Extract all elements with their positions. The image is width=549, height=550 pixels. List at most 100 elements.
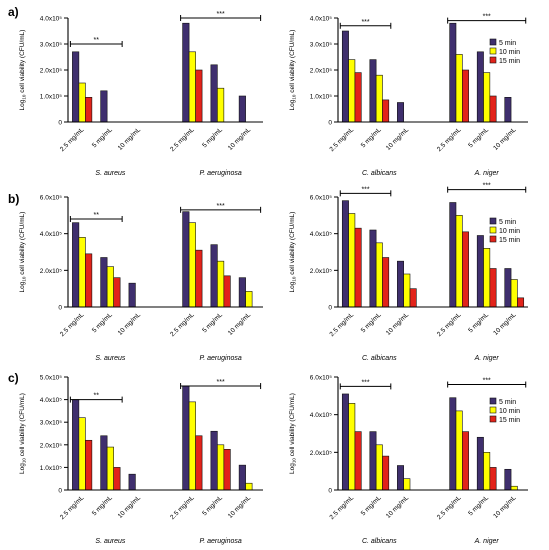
group-label: A. niger xyxy=(474,355,500,362)
bar xyxy=(72,222,80,308)
bar xyxy=(182,211,190,308)
legend-swatch xyxy=(489,217,497,225)
bar xyxy=(483,248,491,308)
bar xyxy=(223,275,231,308)
bar xyxy=(85,97,93,123)
legend-swatch xyxy=(489,226,497,234)
bar xyxy=(375,74,383,123)
bar xyxy=(476,51,484,123)
legend-swatch xyxy=(489,38,497,46)
y-axis-label: Log10 cell viability (CFU/mL) xyxy=(19,393,27,474)
bar xyxy=(382,99,390,123)
bar xyxy=(504,97,512,123)
bar xyxy=(195,435,203,491)
bar xyxy=(369,431,377,491)
bar xyxy=(489,467,497,491)
bar xyxy=(397,465,404,491)
bar xyxy=(188,222,196,308)
legend-label: 10 min xyxy=(499,228,520,235)
bar xyxy=(85,253,93,308)
panel-label: c) xyxy=(8,371,19,385)
group-label: A. niger xyxy=(474,170,500,177)
bar xyxy=(182,385,190,491)
y-tick-label: 4.0x10⁵ xyxy=(40,16,63,23)
y-tick-label: 2.0x10⁵ xyxy=(310,68,333,75)
group-label: P. aeruginosa xyxy=(199,355,241,362)
significance-label: *** xyxy=(361,19,369,26)
legend-swatch xyxy=(489,406,497,414)
bar xyxy=(483,72,491,123)
y-tick-label: 0 xyxy=(58,120,62,127)
y-tick-label: 5.0x10⁵ xyxy=(40,375,63,382)
group-label: C. albicans xyxy=(362,355,397,362)
y-tick-label: 2.0x10⁵ xyxy=(40,68,63,75)
y-tick-label: 4.0x10⁵ xyxy=(310,16,333,23)
bar xyxy=(510,279,518,308)
y-tick-label: 0 xyxy=(328,120,332,127)
bar xyxy=(348,213,356,308)
bar xyxy=(217,87,225,123)
group-label: A. niger xyxy=(474,538,500,545)
bar xyxy=(455,410,463,491)
bar xyxy=(113,277,121,308)
bar xyxy=(375,444,383,491)
significance-label: *** xyxy=(217,379,225,386)
significance-label: *** xyxy=(217,11,225,18)
bar xyxy=(354,431,362,491)
y-tick-label: 4.0x10⁵ xyxy=(40,231,63,238)
bar xyxy=(72,51,80,123)
group-label: S. aureus xyxy=(95,355,125,362)
bar xyxy=(245,291,253,308)
bar xyxy=(354,72,362,123)
bar xyxy=(375,242,383,308)
bar xyxy=(476,235,484,308)
significance-label: ** xyxy=(94,212,100,219)
y-tick-label: 2.0x10⁵ xyxy=(40,268,63,275)
bar xyxy=(449,22,457,123)
significance-label: ** xyxy=(94,37,100,44)
group-label: S. aureus xyxy=(95,538,125,545)
bar xyxy=(489,95,497,123)
group-label: C. albicans xyxy=(362,170,397,177)
bar xyxy=(354,227,362,308)
bar xyxy=(462,69,469,123)
y-tick-label: 0 xyxy=(58,488,62,495)
bar xyxy=(188,51,196,123)
bar xyxy=(78,237,86,308)
bar xyxy=(403,273,411,308)
bar xyxy=(455,215,463,308)
y-tick-label: 6.0x10⁵ xyxy=(310,375,333,382)
significance-label: *** xyxy=(483,183,491,190)
legend-label: 5 min xyxy=(499,40,516,47)
bar xyxy=(100,435,108,491)
y-tick-label: 3.0x10⁵ xyxy=(40,420,63,427)
bar xyxy=(341,393,349,491)
bar xyxy=(397,260,404,308)
legend-swatch xyxy=(489,415,497,423)
bar xyxy=(476,436,484,491)
legend-swatch xyxy=(489,397,497,405)
bar xyxy=(113,467,121,491)
bar xyxy=(462,431,469,491)
bar xyxy=(348,59,356,123)
bar xyxy=(238,95,246,123)
y-tick-label: 4.0x10⁵ xyxy=(40,397,63,404)
y-tick-label: 0 xyxy=(58,305,62,312)
bar xyxy=(106,446,114,491)
bar xyxy=(510,485,518,491)
significance-label: *** xyxy=(361,379,369,386)
bar xyxy=(223,449,231,491)
legend-swatch xyxy=(489,47,497,55)
bar xyxy=(449,397,457,491)
bar xyxy=(341,200,349,308)
legend-swatch xyxy=(489,235,497,243)
bar xyxy=(455,54,463,123)
bar xyxy=(403,478,411,491)
bar xyxy=(106,266,114,308)
significance-label: *** xyxy=(483,378,491,385)
bar xyxy=(78,82,86,123)
y-tick-label: 2.0x10⁵ xyxy=(40,442,63,449)
significance-label: *** xyxy=(217,203,225,210)
y-tick-label: 6.0x10⁵ xyxy=(310,195,333,202)
